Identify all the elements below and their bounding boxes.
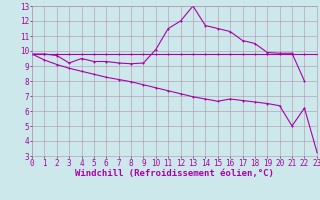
X-axis label: Windchill (Refroidissement éolien,°C): Windchill (Refroidissement éolien,°C) (75, 169, 274, 178)
